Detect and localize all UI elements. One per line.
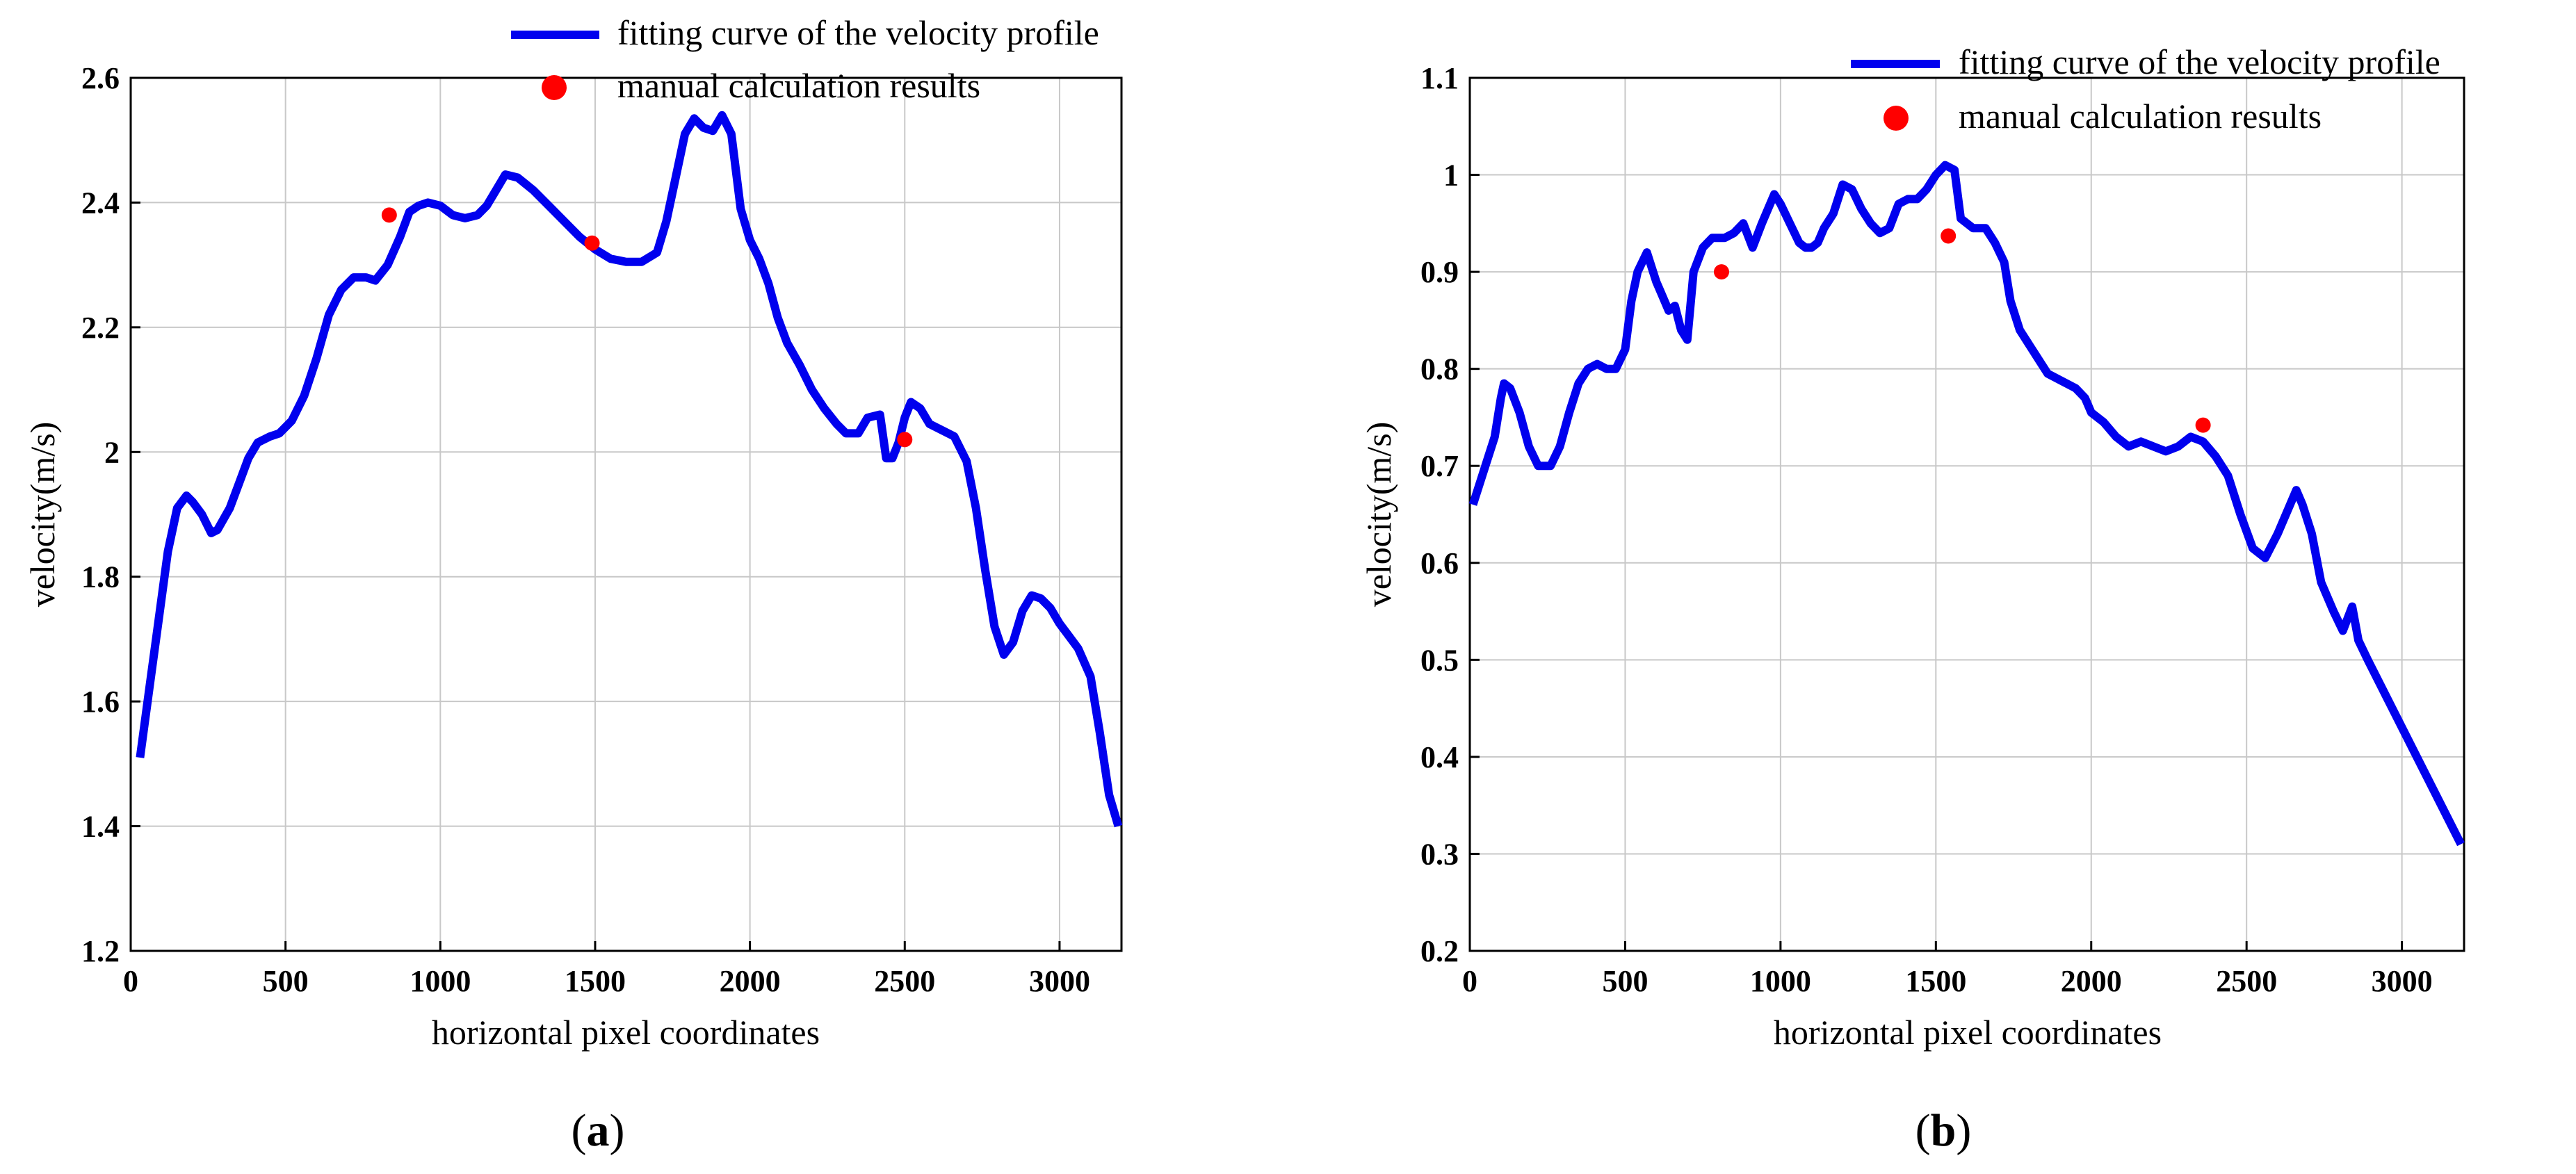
y-tick-label: 0.2 <box>1420 934 1459 968</box>
legend-label-curve-a: fitting curve of the velocity profile <box>617 13 1099 52</box>
legend-label-points-a: manual calculation results <box>617 66 980 105</box>
plot-frame-a <box>129 76 1123 952</box>
legend-a: fitting curve of the velocity profile ma… <box>511 13 1099 105</box>
x-tick-label: 2000 <box>720 964 781 998</box>
x-tick-label: 2000 <box>2061 964 2122 998</box>
caption-a: (a) <box>572 1105 625 1156</box>
y-tick-label: 0.4 <box>1420 740 1459 774</box>
x-tick-label: 1000 <box>410 964 471 998</box>
y-tick-label: 0.8 <box>1420 352 1459 386</box>
x-tick-label: 500 <box>1602 964 1648 998</box>
x-tick-label: 0 <box>1462 964 1477 998</box>
caption-letter-a: a <box>587 1105 610 1156</box>
plot-frame-b <box>1468 76 2465 952</box>
chart-panel-b: 0 500 1000 1500 2000 2500 3000 0.2 0.3 0.4 0.5 0.6 0… <box>1359 42 2465 1156</box>
y-tick-label: 1.2 <box>81 934 120 968</box>
x-tick-label: 3000 <box>2372 964 2433 998</box>
x-axis-title-b: horizontal pixel coordinates <box>1774 1013 2162 1052</box>
legend-b: fitting curve of the velocity profile ma… <box>1851 42 2440 136</box>
legend-label-points-b: manual calculation results <box>1959 97 2322 136</box>
legend-dot-icon-a <box>542 75 567 100</box>
chart-panel-a: 0 500 1000 1500 2000 2500 3000 1.2 1.4 1.6 1.8 2 2.2… <box>23 13 1123 1156</box>
x-tick-label: 2500 <box>874 964 935 998</box>
x-tick-label: 1000 <box>1750 964 1811 998</box>
x-tick-label: 1500 <box>565 964 626 998</box>
y-tick-label: 0.7 <box>1420 449 1459 483</box>
manual-point-b <box>1713 264 1729 280</box>
x-tick-label: 0 <box>123 964 138 998</box>
y-tick-label: 2.6 <box>81 61 120 95</box>
y-tick-label: 1.4 <box>81 810 120 844</box>
manual-point-b <box>2195 417 2211 433</box>
velocity-curve-a <box>136 111 1123 828</box>
y-tick-label: 1.8 <box>81 560 120 594</box>
y-tick-label: 2.2 <box>81 311 120 345</box>
y-tick-label: 0.5 <box>1420 643 1459 677</box>
y-axis-title-b: velocity(m/s) <box>1359 422 1398 608</box>
manual-point-a <box>381 207 397 223</box>
y-tick-label: 1 <box>1443 158 1459 193</box>
x-tick-label: 3000 <box>1029 964 1090 998</box>
y-tick-label: 1.1 <box>1420 61 1459 95</box>
caption-letter-b: b <box>1931 1105 1957 1156</box>
legend-dot-icon-b <box>1884 106 1909 131</box>
y-tick-label: 2 <box>104 435 120 469</box>
manual-point-b <box>1941 228 1957 244</box>
x-tick-label: 2500 <box>2216 964 2277 998</box>
y-tick-label: 0.6 <box>1420 546 1459 580</box>
manual-point-a <box>897 432 913 448</box>
manual-point-a <box>584 235 600 251</box>
caption-b: (b) <box>1915 1105 1972 1156</box>
y-tick-label: 0.9 <box>1420 255 1459 289</box>
y-tick-label: 2.4 <box>81 186 120 220</box>
y-tick-label: 1.6 <box>81 685 120 719</box>
x-tick-label: 500 <box>263 964 309 998</box>
x-axis-title-a: horizontal pixel coordinates <box>432 1013 820 1052</box>
x-tick-label: 1500 <box>1905 964 1966 998</box>
y-tick-label: 0.3 <box>1420 837 1459 871</box>
legend-label-curve-b: fitting curve of the velocity profile <box>1959 42 2440 81</box>
velocity-curve-b <box>1468 161 2465 847</box>
y-axis-title-a: velocity(m/s) <box>23 422 62 608</box>
